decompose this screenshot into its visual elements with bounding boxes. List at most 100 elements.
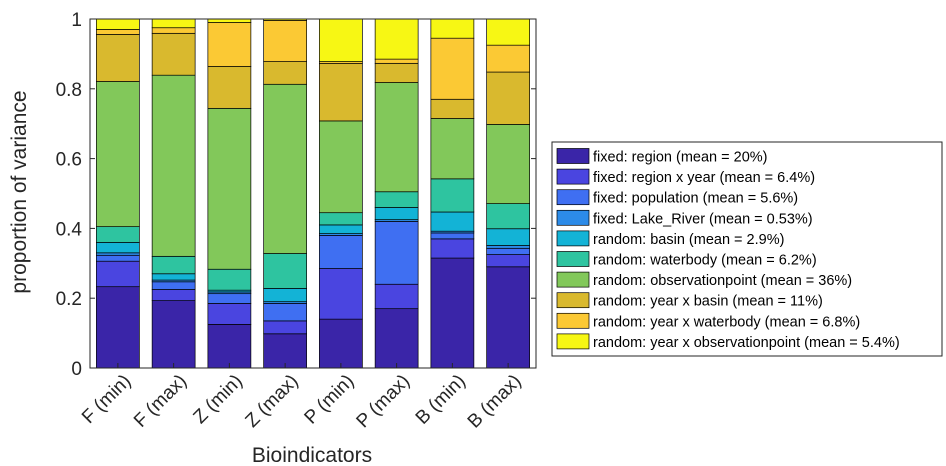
legend: fixed: region (mean = 20%) fixed: region … [551,141,943,357]
bar-segment [151,300,196,369]
bar-segment [486,203,530,230]
bars-layer [96,18,530,369]
bar-segment [486,18,530,46]
bar-segment [319,224,363,234]
legend-swatch [556,230,590,247]
bar-segment [486,254,530,268]
x-tick-label: F (max) [130,371,191,432]
legend-swatch [556,271,590,288]
bar-segment [374,191,419,208]
bar-segment [151,27,196,34]
bar-segment [263,320,307,335]
x-tick-label: P (max) [353,371,415,433]
bar-segment [319,120,363,214]
bar-segment [430,18,475,39]
plot-area-frame [89,18,537,369]
legend-label: random: year x basin (mean = 11%) [593,294,823,310]
bar-segment [374,18,419,60]
y-tick-label: 0.6 [56,150,82,171]
bar-segment [263,83,307,254]
bar-segment [486,71,530,125]
bar-segment [374,308,419,369]
bar-segment [96,260,140,288]
bar-segment [151,255,196,275]
x-tick-label: P (min) [301,371,359,429]
bar-segment [263,20,307,62]
y-tick-label: 0.4 [56,219,83,240]
bar-segment [374,82,419,193]
bar-segment [319,268,363,320]
y-tick-label: 1 [71,10,82,31]
legend-swatch [556,251,590,267]
bar-segment [151,74,196,257]
bar-segment [486,245,530,249]
bar-segment [96,34,140,82]
bar-segment [151,281,196,290]
bar-segment [151,18,196,29]
bar-segment [151,32,196,76]
x-tick-label: F (min) [78,371,135,428]
bar-segment [430,118,475,180]
x-tick-label: Z (min) [190,371,247,428]
legend-label: random: waterbody (mean = 6.2%) [593,253,817,269]
x-tick-label: B (min) [412,371,470,429]
legend-label: fixed: region (mean = 20%) [593,150,768,166]
bar-segment [430,98,475,119]
bar-segment [486,124,530,204]
legend-swatch [556,312,590,329]
bar-segment [486,247,530,255]
bar-segment [207,18,252,23]
y-tick-label: 0.8 [56,80,82,101]
y-tick-label: 0.2 [56,289,82,310]
legend-label: fixed: population (mean = 5.6%) [593,191,798,207]
bar-segment [374,62,419,83]
bar-segment [207,22,252,67]
bar-segment [319,212,363,226]
bar-segment [207,293,252,304]
legend-swatch [556,189,590,206]
bar-segment [96,18,140,30]
bar-segment [319,318,363,369]
bar-segment [263,61,307,85]
bar-segment [96,252,140,256]
bar-segment [319,18,363,62]
x-axis-title: Bioindicators [252,444,372,466]
bar-segment [374,58,419,64]
bar-segment [486,266,530,369]
bar-segment [486,44,530,73]
legend-swatch [556,168,590,185]
bar-segment [207,107,252,270]
legend-label: fixed: region x year (mean = 6.4%) [593,170,815,186]
bar-segment [96,286,140,369]
bar-segment [319,235,363,269]
bar-segment [263,253,307,289]
legend-label: random: basin (mean = 2.9%) [593,232,784,248]
bar-segment [430,238,475,259]
bar-segment [430,211,475,232]
legend-label: random: observationpoint (mean = 36%) [593,273,852,289]
bar-segment [263,288,307,303]
legend-label: fixed: Lake_River (mean = 0.53%) [593,211,813,227]
bar-segment [96,242,140,254]
bar-segment [96,29,140,35]
bar-segment [319,62,363,122]
bar-segment [96,226,140,243]
bar-segment [374,207,419,221]
legend-frame [551,141,943,357]
bar-segment [263,333,307,369]
y-axis-title: proportion of variance [8,90,31,293]
bar-segment [96,81,140,227]
bar-segment [207,303,252,325]
bar-segment [430,257,475,369]
bar-segment [96,254,140,262]
bar-segment [207,324,252,369]
y-tick-label: 0 [71,359,82,380]
bar-segment [151,289,196,302]
bar-segment [207,268,252,291]
bar-segment [151,273,196,281]
bar-segment [430,37,475,100]
bar-segment [207,66,252,109]
x-tick-label: Z (max) [242,371,303,432]
x-tick-label: B (max) [464,371,526,433]
